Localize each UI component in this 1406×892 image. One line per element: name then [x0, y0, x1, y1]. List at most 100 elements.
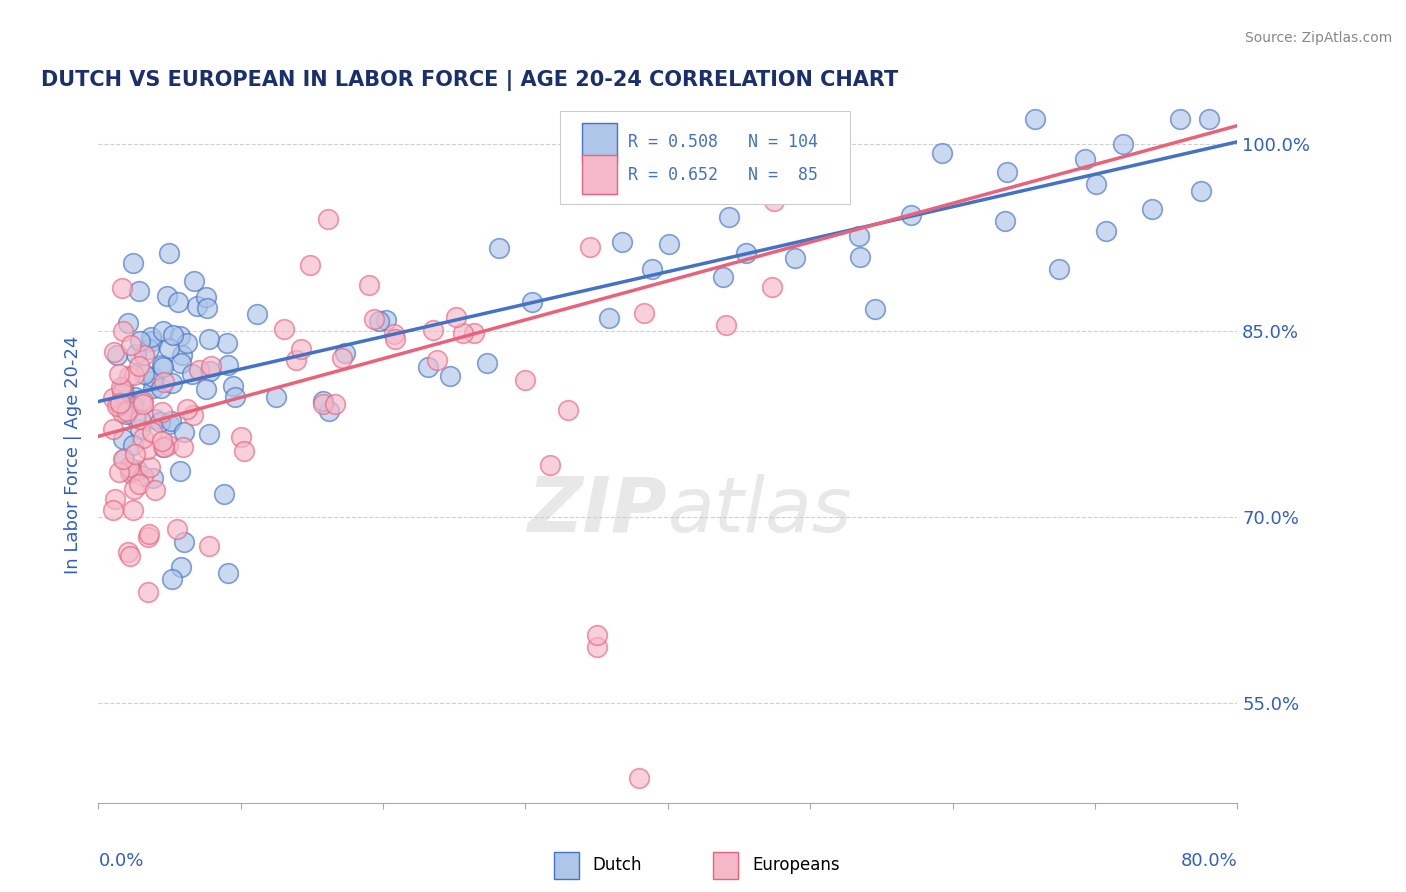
- Point: [598, 311, 620, 326]
- Point: [117, 404, 139, 418]
- Point: [451, 326, 474, 340]
- Point: [132, 431, 155, 445]
- Point: [931, 146, 953, 161]
- Point: [153, 440, 176, 454]
- Point: [118, 460, 141, 475]
- Point: [217, 566, 239, 580]
- Point: [117, 545, 139, 559]
- Point: [142, 471, 165, 485]
- Point: [444, 310, 467, 324]
- Point: [169, 329, 191, 343]
- Point: [118, 466, 141, 480]
- Point: [157, 417, 180, 431]
- Point: [579, 239, 602, 253]
- Point: [761, 279, 783, 293]
- Point: [141, 425, 163, 440]
- Bar: [713, 852, 738, 880]
- Bar: [554, 852, 579, 880]
- Point: [284, 352, 307, 367]
- Point: [363, 311, 385, 326]
- Point: [1198, 112, 1220, 127]
- Text: Source: ZipAtlas.com: Source: ZipAtlas.com: [1244, 31, 1392, 45]
- Point: [187, 363, 209, 377]
- Point: [122, 256, 145, 270]
- Point: [152, 359, 174, 374]
- Point: [138, 584, 160, 599]
- Point: [121, 399, 143, 413]
- Point: [107, 367, 129, 381]
- Point: [111, 382, 134, 396]
- Text: 0.0%: 0.0%: [98, 853, 143, 871]
- Point: [128, 359, 150, 373]
- Point: [132, 348, 155, 362]
- Point: [422, 322, 444, 336]
- Point: [153, 376, 176, 390]
- Point: [900, 208, 922, 222]
- Point: [994, 214, 1017, 228]
- Point: [111, 281, 134, 295]
- Point: [128, 412, 150, 426]
- Point: [1074, 152, 1097, 166]
- Point: [160, 414, 183, 428]
- Point: [150, 358, 173, 372]
- Point: [122, 482, 145, 496]
- Point: [1095, 224, 1118, 238]
- Point: [149, 415, 172, 429]
- Point: [538, 458, 561, 473]
- Point: [246, 307, 269, 321]
- Point: [384, 332, 406, 346]
- Point: [194, 290, 217, 304]
- Point: [101, 502, 124, 516]
- Point: [152, 324, 174, 338]
- Point: [142, 374, 165, 388]
- Point: [198, 539, 221, 553]
- Point: [849, 250, 872, 264]
- Point: [367, 314, 389, 328]
- Point: [426, 352, 449, 367]
- Point: [416, 360, 439, 375]
- Point: [633, 306, 655, 320]
- Point: [172, 347, 194, 361]
- Point: [112, 452, 135, 467]
- Point: [658, 236, 681, 251]
- Point: [150, 434, 173, 449]
- Point: [173, 425, 195, 440]
- Point: [222, 379, 245, 393]
- Point: [1170, 112, 1192, 127]
- Point: [170, 559, 193, 574]
- Point: [316, 212, 339, 227]
- Point: [118, 369, 141, 384]
- Point: [233, 444, 256, 458]
- Point: [1047, 262, 1070, 277]
- Bar: [582, 155, 617, 194]
- Point: [215, 336, 238, 351]
- Point: [160, 376, 183, 391]
- Point: [735, 245, 758, 260]
- Point: [108, 465, 131, 479]
- Point: [1112, 137, 1135, 152]
- Point: [124, 447, 146, 461]
- Point: [139, 329, 162, 343]
- Point: [785, 252, 807, 266]
- Text: DUTCH VS EUROPEAN IN LABOR FORCE | AGE 20-24 CORRELATION CHART: DUTCH VS EUROPEAN IN LABOR FORCE | AGE 2…: [42, 70, 898, 91]
- Point: [150, 405, 173, 419]
- Point: [136, 442, 159, 457]
- Point: [167, 295, 190, 310]
- Point: [143, 412, 166, 426]
- Point: [197, 333, 219, 347]
- Point: [585, 640, 607, 655]
- Text: 80.0%: 80.0%: [1181, 853, 1237, 871]
- Point: [105, 399, 128, 413]
- Point: [186, 300, 208, 314]
- Point: [273, 322, 295, 336]
- Point: [217, 358, 239, 372]
- Point: [120, 549, 142, 563]
- Point: [312, 393, 335, 408]
- Point: [173, 534, 195, 549]
- Point: [103, 391, 125, 405]
- Point: [124, 390, 146, 404]
- Point: [132, 397, 155, 411]
- Text: Dutch: Dutch: [593, 856, 643, 874]
- Point: [318, 403, 340, 417]
- Point: [200, 359, 222, 374]
